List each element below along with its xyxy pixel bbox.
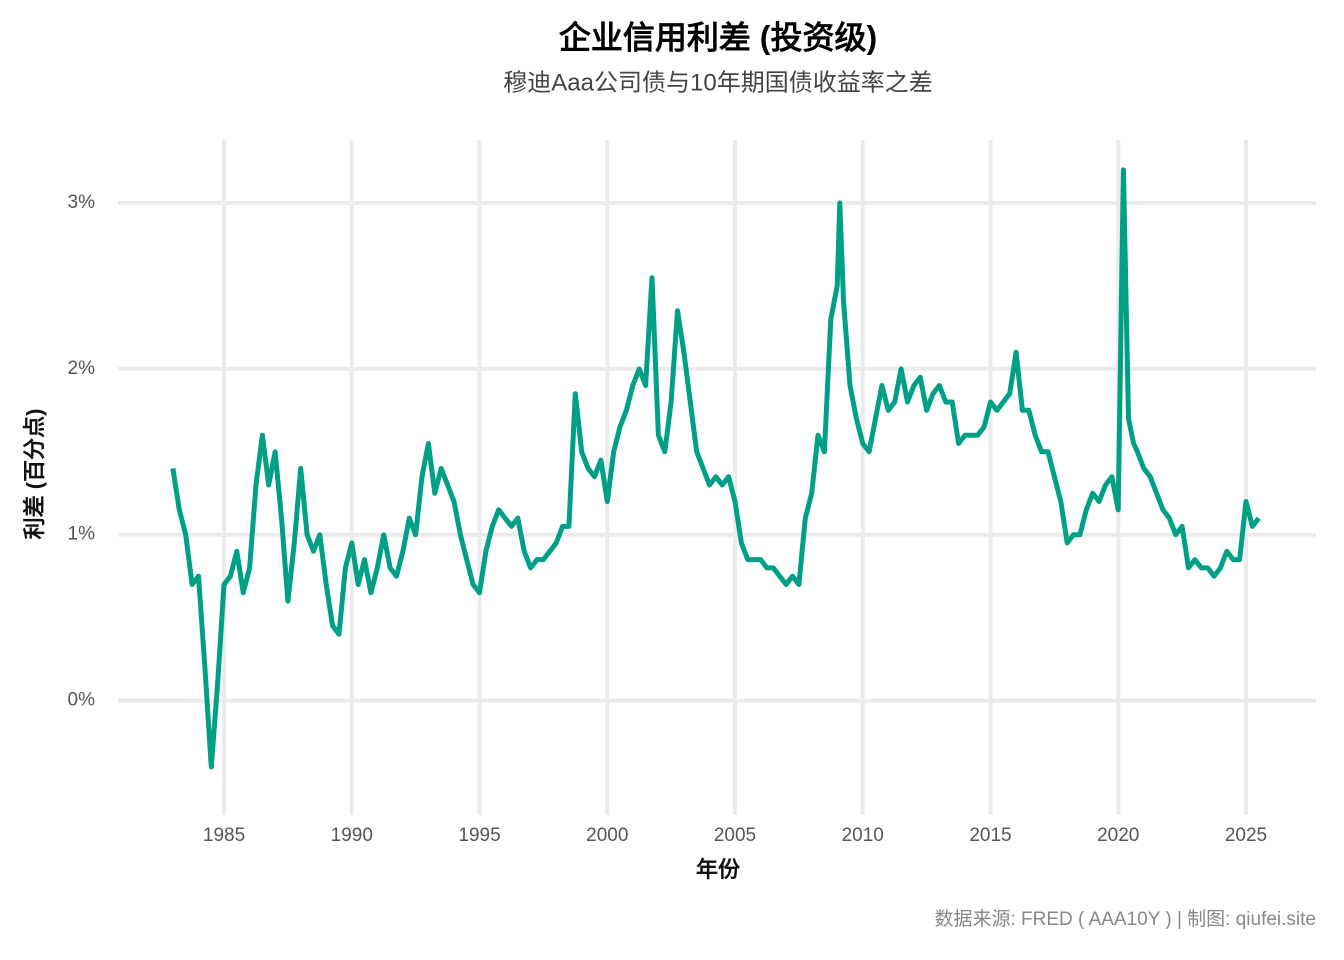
chart-subtitle: 穆迪Aaa公司债与10年期国债收益率之差	[503, 69, 932, 96]
y-tick-label: 1%	[68, 524, 96, 545]
x-axis-label: 年份	[696, 857, 741, 882]
x-tick-label: 2000	[586, 825, 628, 846]
x-tick-label: 2025	[1225, 825, 1267, 846]
y-tick-label: 3%	[68, 192, 96, 213]
chart-title: 企业信用利差 (投资级)	[559, 19, 877, 55]
y-tick-label: 0%	[68, 690, 96, 711]
data-line	[170, 167, 1261, 770]
x-tick-label: 1990	[331, 825, 373, 846]
caption: 数据来源: FRED ( AAA10Y ) | 制图: qiufei.site	[934, 908, 1316, 930]
y-tick-label: 2%	[68, 358, 96, 379]
x-tick-label: 2010	[842, 825, 884, 846]
x-tick-label: 1995	[458, 825, 500, 846]
x-tick-label: 2005	[714, 825, 756, 846]
y-axis-label: 利差 (百分点)	[22, 409, 47, 540]
x-tick-label: 2015	[969, 825, 1011, 846]
x-tick-label: 1985	[203, 825, 245, 846]
x-tick-label: 2020	[1097, 825, 1139, 846]
